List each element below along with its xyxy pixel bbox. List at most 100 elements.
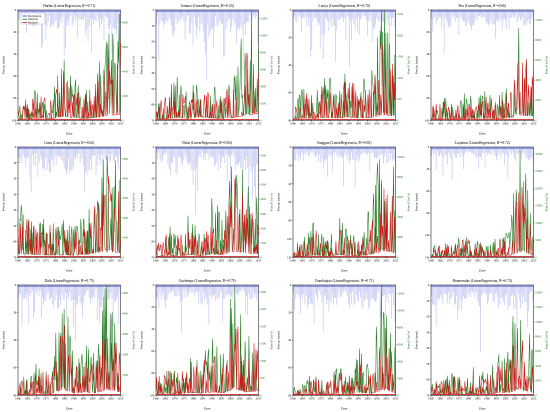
x-tick-label: 1990: [71, 122, 77, 126]
left-tick-label: 0: [290, 283, 292, 287]
left-tick-label: 120: [424, 234, 429, 238]
x-axis-label: Date: [66, 406, 73, 410]
x-tick-label: 1990: [71, 396, 77, 400]
x-axis-label: Date: [341, 269, 348, 273]
left-tick-label: 40: [13, 338, 16, 342]
x-tick-label: 1975: [43, 396, 49, 400]
x-tick-label: 1980: [190, 396, 196, 400]
x-tick-label: 2010: [108, 122, 114, 126]
x-tick-label: 2000: [502, 259, 508, 263]
x-tick-label: 2005: [511, 259, 517, 263]
right-tick-label: 8000: [122, 20, 128, 24]
right-tick-label: 8000: [397, 325, 403, 329]
chart-panel: Liujiatun (LinearRegression, R²=0.72) 0 30…: [414, 141, 548, 272]
x-tick-label: 1985: [199, 122, 205, 126]
x-tick-label: 1960: [290, 396, 296, 400]
x-tick-label: 1990: [484, 122, 490, 126]
x-tick-label: 1990: [484, 259, 490, 263]
left-tick-label: 20: [151, 177, 154, 181]
left-tick-label: 0: [427, 8, 429, 12]
chart-panel: Guzhenpo (LinearRegression, R²=0.79) 0 20 4…: [139, 279, 273, 410]
right-tick-label: 1500: [397, 55, 403, 59]
observed-runoff-line: [292, 284, 396, 395]
x-tick-label: 1960: [15, 396, 21, 400]
right-axis-label: Runoff (m³/s): [269, 193, 273, 211]
observed-runoff-line: [430, 27, 534, 120]
predicted-runoff-line: [292, 183, 396, 258]
x-tick-label: 2000: [90, 259, 96, 263]
x-tick-label: 1980: [327, 259, 333, 263]
x-tick-label: 1985: [62, 259, 68, 263]
left-tick-label: 20: [151, 40, 154, 44]
x-axis-label: Date: [66, 131, 73, 135]
left-tick-label: 50: [151, 224, 154, 228]
right-tick-label: 4000: [260, 84, 266, 88]
left-tick-label: 50: [13, 224, 16, 228]
left-tick-label: 40: [288, 338, 291, 342]
x-tick-label: 1980: [52, 122, 58, 126]
left-tick-label: 40: [426, 52, 429, 56]
x-tick-label: 2005: [374, 396, 380, 400]
right-tick-label: 500: [397, 97, 402, 101]
left-tick-label: 120: [287, 256, 292, 260]
right-axis-label: Runoff (m³/s): [406, 331, 410, 349]
left-tick-label: 80: [13, 96, 16, 100]
x-tick-label: 2010: [246, 259, 252, 263]
precipitation-series: [430, 147, 533, 181]
chart-title: Liujiatun (LinearRegression, R²=0.72): [454, 141, 510, 146]
x-tick-label: 2005: [236, 259, 242, 263]
x-tick-label: 1960: [153, 122, 159, 126]
chart-title: Harbin (LinearRegression, R²=0.71): [43, 4, 96, 9]
right-tick-label: 0: [535, 256, 537, 260]
left-tick-label: 30: [151, 193, 154, 197]
left-tick-label: 20: [13, 310, 16, 314]
right-tick-label: 10000: [535, 221, 543, 225]
x-tick-label: 1970: [171, 122, 177, 126]
left-tick-label: 100: [287, 237, 292, 241]
x-tick-label: 1965: [299, 259, 305, 263]
left-axis-label: Precip. (mm): [414, 194, 418, 212]
right-tick-label: 6000: [535, 58, 541, 62]
x-tick-label: 1995: [218, 122, 224, 126]
right-tick-label: 1000: [122, 236, 128, 240]
left-tick-label: 10: [151, 24, 154, 28]
x-tick-label: 1970: [309, 259, 315, 263]
chart-panel: Guxu (LinearRegression, R²=0.62) 0 10 20 30 4…: [2, 141, 136, 272]
right-tick-label: 2000: [122, 352, 128, 356]
plot-frame: [155, 284, 259, 396]
x-tick-label: 1965: [24, 396, 30, 400]
x-tick-label: 2005: [374, 259, 380, 263]
x-tick-label: 1995: [218, 259, 224, 263]
right-tick-label: 0: [397, 118, 399, 122]
left-tick-label: 40: [151, 208, 154, 212]
right-tick-label: 2000: [260, 324, 266, 328]
left-axis-label: Precip. (mm): [414, 56, 418, 74]
x-tick-label: 1985: [337, 396, 343, 400]
left-tick-label: 0: [152, 283, 154, 287]
x-tick-label: 1980: [465, 396, 471, 400]
x-tick-label: 2015: [118, 259, 124, 263]
chart-title: Sanggan (LinearRegression, R²=0.65): [317, 141, 372, 146]
x-tick-label: 1985: [62, 396, 68, 400]
right-tick-label: 20000: [535, 187, 543, 191]
x-tick-label: 2015: [118, 122, 124, 126]
right-tick-label: 30000: [535, 152, 543, 156]
left-tick-label: 40: [288, 63, 291, 67]
right-tick-label: 6000: [122, 45, 128, 49]
right-tick-label: 4000: [535, 363, 541, 367]
left-tick-label: 30: [13, 193, 16, 197]
x-tick-label: 2000: [365, 122, 371, 126]
predicted-runoff-line: [17, 43, 121, 120]
right-tick-label: 6000: [397, 195, 403, 199]
x-axis-label: Date: [204, 406, 211, 410]
left-tick-label: 20: [426, 314, 429, 318]
right-tick-label: 12000: [397, 291, 405, 295]
right-tick-label: 10000: [535, 18, 543, 22]
right-tick-label: 0: [535, 393, 537, 397]
plot-frame: [17, 9, 121, 121]
right-tick-label: 1000: [260, 358, 266, 362]
left-tick-label: 60: [13, 365, 16, 369]
left-tick-label: 60: [151, 103, 154, 107]
left-axis-label: Precip. (mm): [277, 194, 281, 212]
